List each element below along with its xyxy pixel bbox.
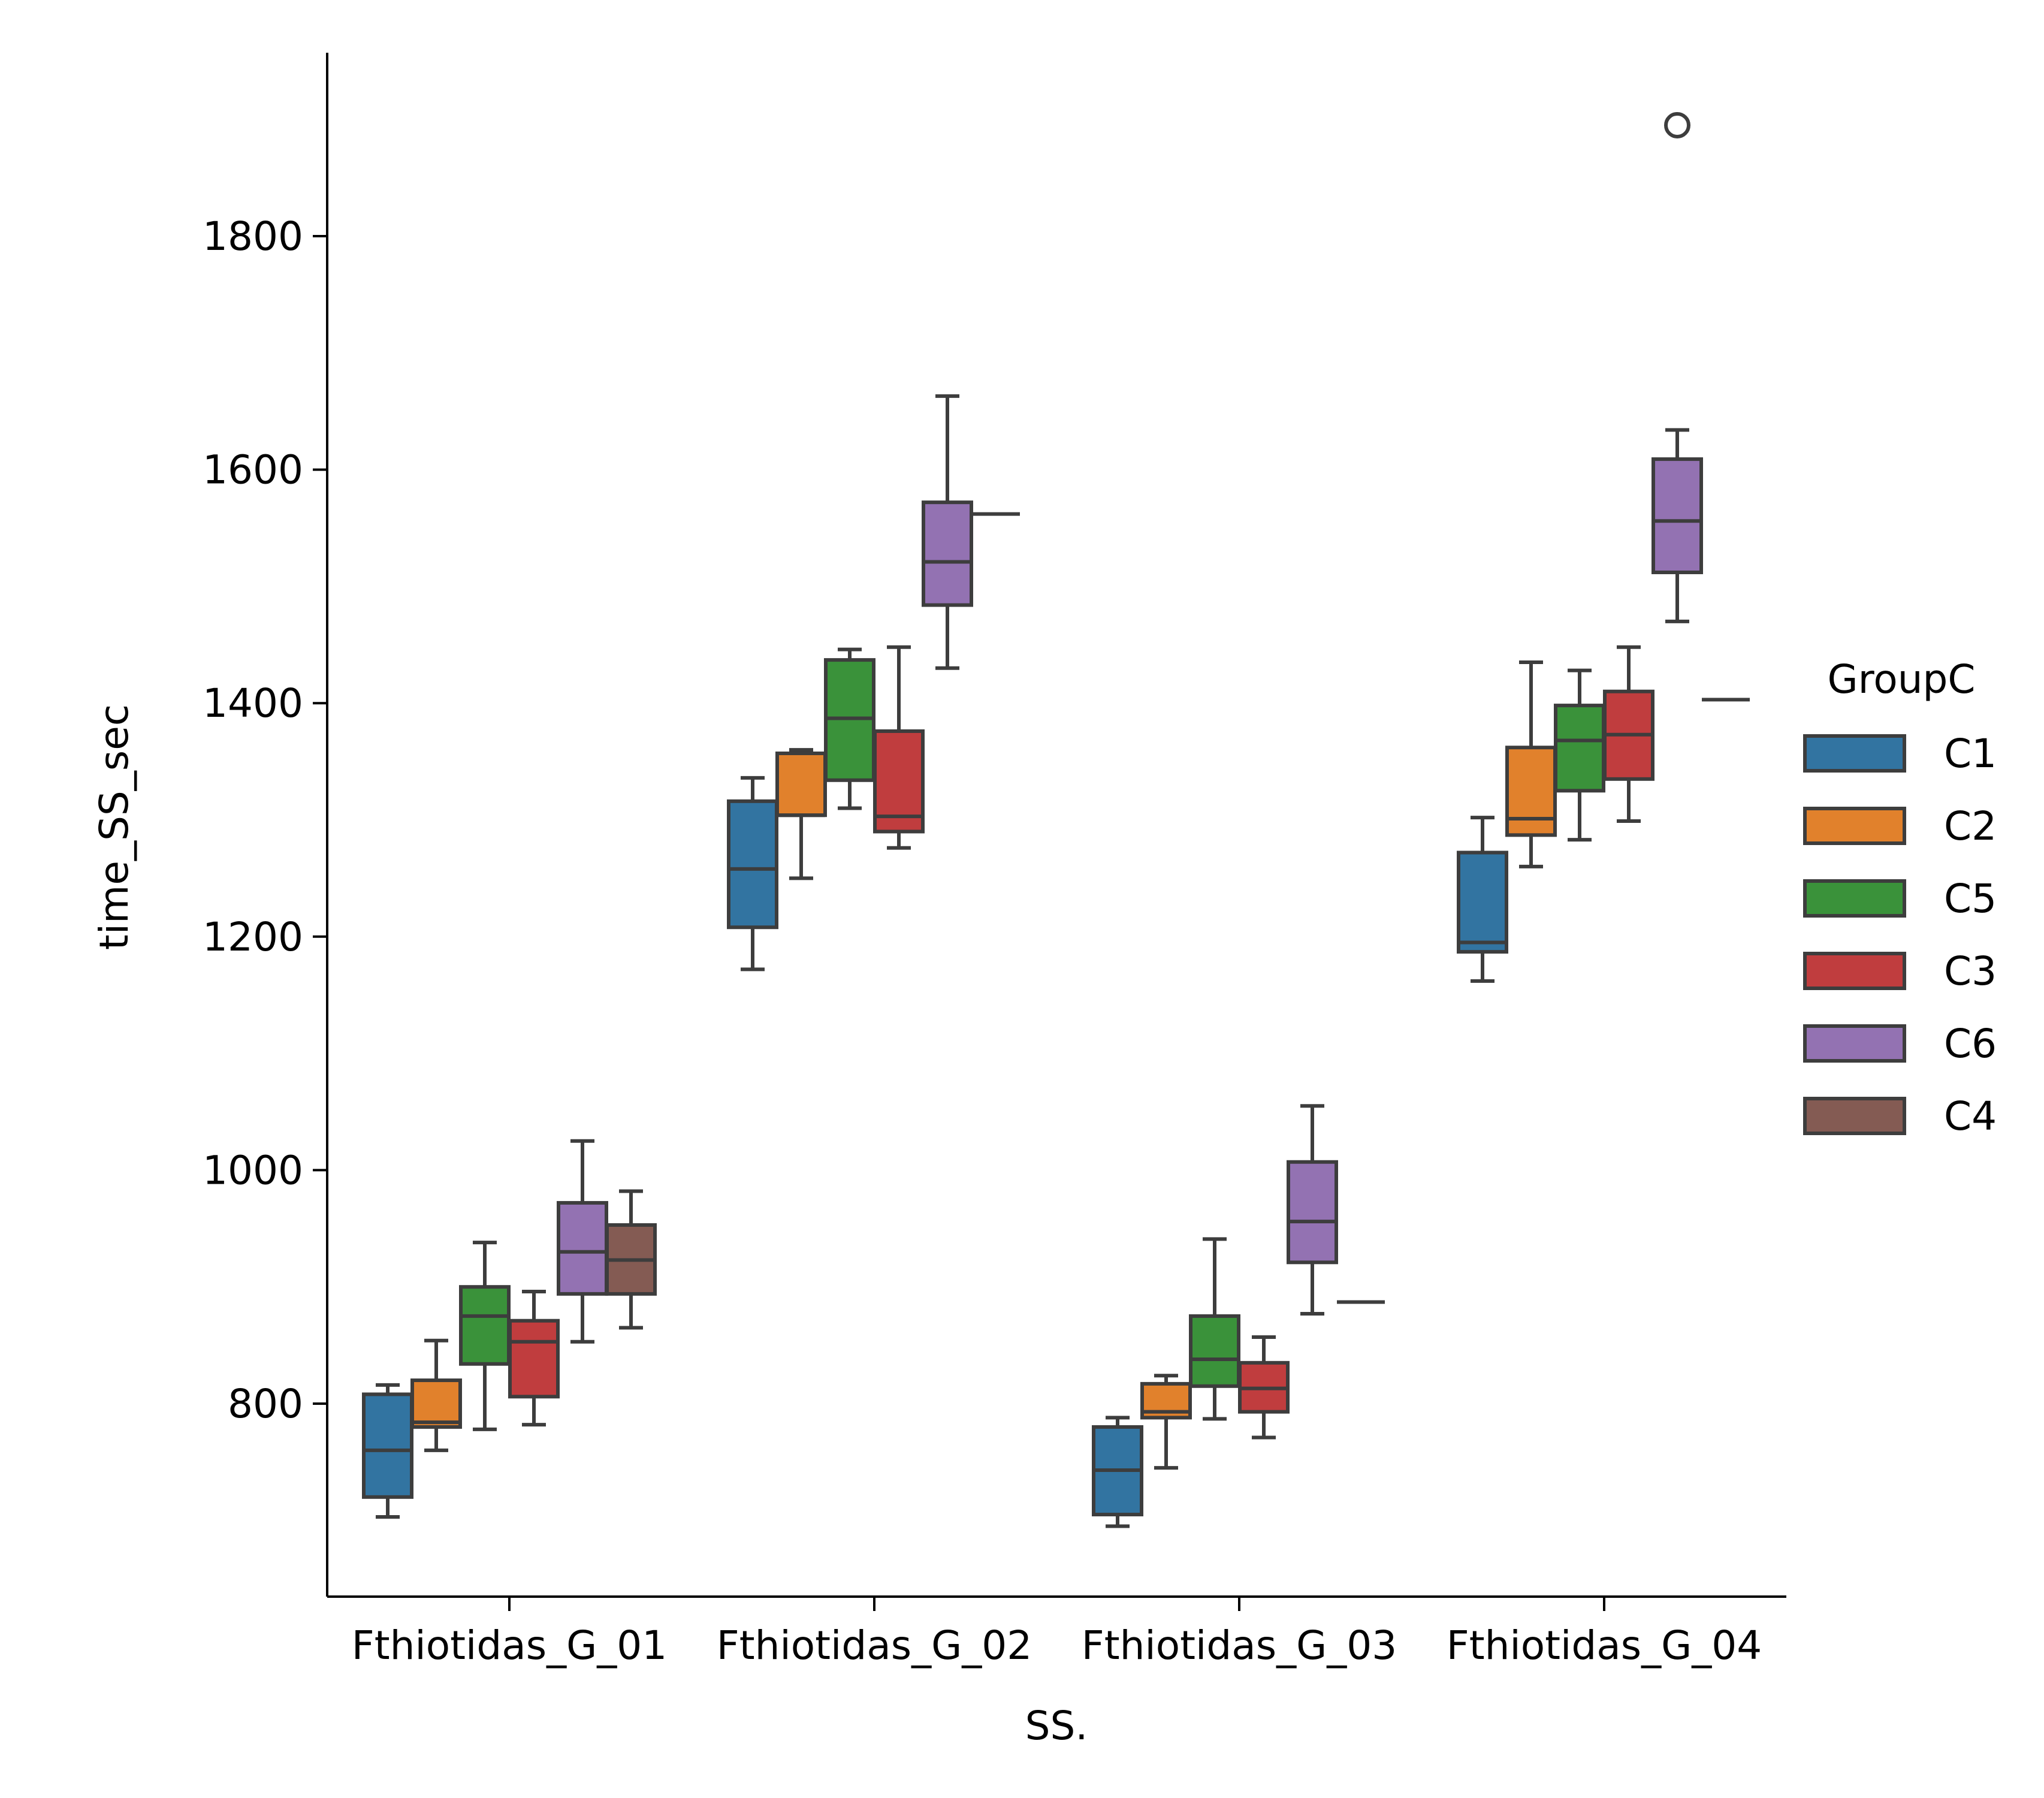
box-c2-3: [1140, 1374, 1192, 1470]
boxes-layer: [362, 111, 1750, 1528]
y-tick-label: 800: [228, 1381, 303, 1427]
legend-item-c6: C6: [1803, 1021, 1997, 1067]
y-axis-title: time_SS_sec: [91, 704, 137, 950]
box-c1-4: [1457, 816, 1508, 983]
legend-item-c3: C3: [1803, 948, 1997, 994]
legend-title: GroupC: [1827, 656, 1975, 702]
legend-label: C4: [1944, 1093, 1997, 1139]
y-tick-label: 1400: [203, 680, 303, 726]
legend-label: C6: [1944, 1021, 1997, 1067]
outlier-point: [1664, 111, 1690, 138]
box-body: [727, 799, 778, 930]
y-tick-label: 1200: [203, 914, 303, 960]
box-c6-4: [1651, 111, 1703, 623]
legend-item-c1: C1: [1803, 731, 1997, 777]
y-tick-label: 1800: [203, 213, 303, 260]
x-tick-label: Fthiotidas_G_02: [717, 1622, 1032, 1669]
box-c1-3: [1092, 1416, 1143, 1528]
box-c4-1: [605, 1189, 657, 1330]
axes-layer: [326, 53, 1786, 1598]
box-body: [1651, 457, 1703, 575]
box-c2-2: [775, 748, 827, 880]
box-c1-2: [727, 776, 778, 972]
legend-swatch: [1803, 1024, 1906, 1063]
box-c6-3: [1287, 1104, 1338, 1316]
legend-label: C1: [1944, 731, 1997, 777]
ticks-layer: 800 1000 1200 1400 1600 1800 Fthiotidas_G_01 Ft…: [203, 213, 1762, 1669]
box-body: [459, 1285, 511, 1366]
y-tick-label: 1000: [203, 1147, 303, 1193]
box-c3-1: [508, 1289, 560, 1427]
legend-item-c4: C4: [1803, 1093, 1997, 1139]
box-body: [362, 1392, 413, 1499]
box-c5-3: [1189, 1237, 1240, 1421]
legend-swatch: [1803, 734, 1906, 773]
box-body: [1457, 850, 1508, 954]
box-c3-3: [1238, 1335, 1290, 1440]
legend-label: C2: [1944, 803, 1997, 849]
legend: GroupC C1 C2 C5 C3 C6 C4: [1803, 656, 1997, 1139]
legend-swatch: [1803, 1097, 1906, 1135]
box-c5-1: [459, 1241, 511, 1431]
box-body: [1554, 704, 1605, 793]
box-c2-4: [1505, 660, 1557, 868]
x-tick-label: Fthiotidas_G_01: [352, 1622, 667, 1669]
box-body: [1287, 1160, 1338, 1265]
box-c2-1: [410, 1338, 462, 1452]
box-body: [410, 1378, 462, 1429]
box-c1-1: [362, 1383, 413, 1519]
x-tick-label: Fthiotidas_G_04: [1447, 1622, 1762, 1669]
legend-swatch: [1803, 879, 1906, 918]
box-body: [1505, 746, 1557, 837]
box-c3-4: [1603, 645, 1654, 823]
x-tick-label: Fthiotidas_G_03: [1082, 1622, 1397, 1669]
legend-label: C3: [1944, 948, 1997, 994]
y-tick-label: 1600: [203, 447, 303, 493]
box-body: [1189, 1314, 1240, 1388]
box-body: [557, 1200, 608, 1296]
box-c6-2: [922, 394, 973, 670]
box-body: [508, 1319, 560, 1399]
legend-item-c2: C2: [1803, 803, 1997, 849]
box-c6-1: [557, 1139, 608, 1344]
legend-item-c5: C5: [1803, 876, 1997, 922]
legend-label: C5: [1944, 876, 1997, 922]
box-c3-2: [873, 645, 925, 850]
box-body: [922, 500, 973, 607]
x-axis-title: SS.: [1025, 1703, 1088, 1749]
legend-swatch: [1803, 807, 1906, 845]
box-body: [775, 751, 827, 817]
legend-swatch: [1803, 952, 1906, 990]
box-c5-2: [824, 647, 875, 810]
box-c5-4: [1554, 668, 1605, 842]
